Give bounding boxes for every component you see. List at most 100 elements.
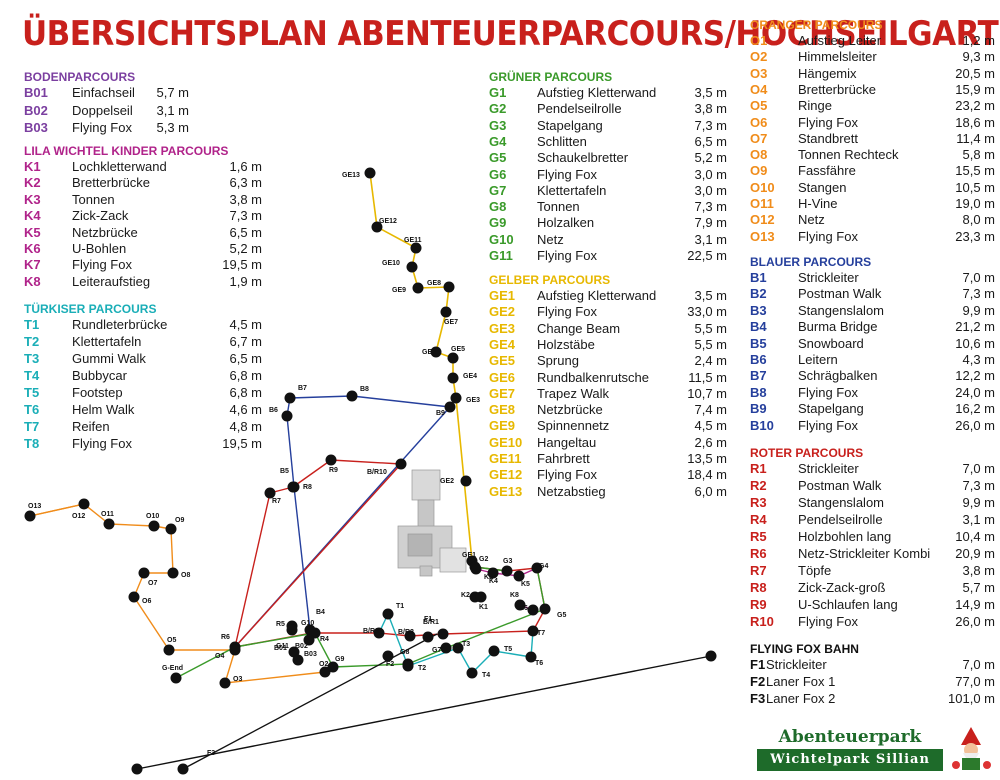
station-name: Rundbalkenrutsche	[537, 369, 650, 385]
station-dot	[422, 631, 434, 643]
legend-row: T4 Bubbycar 6,8 m	[24, 368, 262, 384]
station-name: Flying Fox	[72, 436, 132, 451]
station-dot	[466, 667, 478, 679]
station-dot	[705, 650, 717, 662]
legend-row: O1 Aufstieg Leiter 1,2 m	[750, 33, 995, 49]
legend-row: T7 Reifen 4,8 m	[24, 419, 262, 435]
station-code: K5	[24, 224, 41, 240]
legend-row: GE1 Aufstieg Kletterwand 3,5 m	[489, 288, 727, 304]
station-dot	[440, 642, 452, 654]
station-dot	[163, 644, 175, 656]
station-length: 6,7 m	[229, 334, 262, 349]
orange-course-line	[170, 528, 174, 574]
station-code: G2	[489, 101, 507, 117]
station-name: Postman Walk	[798, 478, 882, 493]
station-name: Strickleiter	[798, 270, 859, 285]
station-code: B03	[24, 120, 48, 135]
station-dot	[447, 352, 459, 364]
station-code: R4	[750, 512, 767, 527]
station-name: Postman Walk	[798, 286, 882, 302]
station-length: 12,2 m	[955, 368, 995, 384]
station-name: Flying Fox	[798, 384, 858, 400]
legend-row: B8 Flying Fox 24,0 m	[750, 385, 995, 401]
station-name: Bretterbrücke	[72, 175, 151, 191]
legend-row: R4 Pendelseilrolle 3,1 m	[750, 512, 995, 528]
station-name: Flying Fox	[798, 228, 858, 244]
legend-row: O13 Flying Fox 23,3 m	[750, 229, 995, 245]
map-label: GE2	[440, 478, 454, 485]
legend-row: G3 Stapelgang 7,3 m	[489, 118, 727, 134]
legend-row: GE4 Holzstäbe 5,5 m	[489, 337, 727, 353]
station-code: B9	[750, 401, 767, 417]
station-length: 5,7 m	[962, 580, 995, 595]
station-name: Bubbycar	[72, 368, 127, 383]
station-length: 1,2 m	[962, 33, 995, 48]
station-dot	[373, 627, 385, 639]
map-label: B/R3	[363, 628, 379, 635]
station-code: G8	[489, 199, 507, 215]
station-code: B4	[750, 319, 767, 335]
station-name: Flying Fox	[798, 614, 858, 629]
station-name: Flying Fox	[798, 114, 858, 130]
blue-course-line	[351, 395, 451, 408]
station-dot	[219, 677, 231, 689]
park-logo: Abenteuerpark Wichtelpark Sillian	[757, 725, 997, 773]
station-length: 8,0 m	[962, 212, 995, 228]
station-name: Sprung	[537, 353, 579, 369]
legend-row: B02 Doppelseil 3,1 m	[24, 103, 189, 119]
station-length: 3,0 m	[694, 166, 727, 182]
station-length: 4,8 m	[229, 419, 262, 434]
station-code: O9	[750, 163, 768, 179]
station-name: Stapelgang	[537, 117, 603, 133]
legend-row: O5 Ringe 23,2 m	[750, 98, 995, 114]
yellow-course-line	[435, 311, 447, 353]
station-name: Doppelseil	[72, 102, 133, 118]
station-dot	[229, 644, 241, 656]
map-label: G2	[479, 556, 488, 563]
station-length: 6,8 m	[229, 385, 262, 400]
red-course-line	[234, 492, 271, 648]
station-code: O7	[750, 130, 768, 146]
station-length: 2,6 m	[694, 434, 727, 450]
station-dot	[103, 518, 115, 530]
station-length: 4,5 m	[694, 418, 727, 434]
station-name: Stapelgang	[798, 401, 864, 417]
red-course-line	[292, 459, 332, 488]
legend-row: B1 Strickleiter 7,0 m	[750, 270, 995, 286]
station-dot	[452, 642, 464, 654]
station-name: Klettertafeln	[72, 334, 142, 349]
map-label: G3	[503, 558, 512, 565]
station-name: Flying Fox	[72, 120, 132, 135]
legend-row: R10 Flying Fox 26,0 m	[750, 614, 995, 630]
station-name: Strickleiter	[766, 657, 827, 672]
legend-row: G7 Klettertafeln 3,0 m	[489, 183, 727, 199]
legend-row: GE7 Trapez Walk 10,7 m	[489, 386, 727, 402]
station-length: 26,0 m	[955, 417, 995, 433]
map-label: O11	[101, 511, 114, 518]
station-code: K3	[24, 191, 41, 207]
legend-row: O11 H-Vine 19,0 m	[750, 196, 995, 212]
station-length: 4,6 m	[229, 402, 262, 417]
yellow-course-line	[376, 226, 417, 249]
station-name: Tonnen	[72, 191, 115, 207]
map-label: O6	[142, 598, 151, 605]
station-code: B1	[750, 270, 767, 285]
station-name: Einfachseil	[72, 85, 135, 100]
map-label: GE12	[379, 218, 397, 225]
station-code: K1	[24, 159, 41, 174]
map-label: O2	[319, 661, 328, 668]
station-name: U-Schlaufen lang	[798, 597, 898, 612]
legend-row: K4 Zick-Zack 7,3 m	[24, 208, 262, 224]
station-name: Hangeltau	[537, 434, 597, 450]
station-code: B02	[24, 102, 48, 118]
station-code: GE2	[489, 304, 516, 320]
station-length: 19,0 m	[955, 196, 995, 211]
station-name: Schaukelbretter	[537, 150, 629, 166]
station-name: Holzstäbe	[537, 336, 595, 352]
map-label: G4	[539, 563, 548, 570]
station-dot	[287, 481, 299, 493]
station-code: R3	[750, 495, 767, 510]
station-name: Fassfähre	[798, 163, 856, 179]
station-code: T4	[24, 368, 40, 383]
